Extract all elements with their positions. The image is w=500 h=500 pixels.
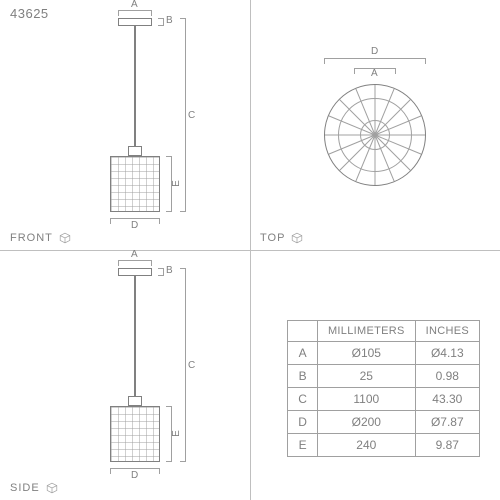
canopy bbox=[118, 18, 152, 26]
shade bbox=[110, 406, 160, 462]
cell-key: D bbox=[288, 411, 318, 434]
th-blank bbox=[288, 321, 318, 342]
cell-mm: 1100 bbox=[317, 388, 415, 411]
view-label-top-text: TOP bbox=[260, 232, 285, 244]
table-row: DØ200Ø7.87 bbox=[288, 411, 480, 434]
dim-b-bracket-s bbox=[158, 268, 164, 276]
lamp-top bbox=[310, 70, 440, 200]
dim-c-label: C bbox=[188, 110, 195, 121]
view-label-top: TOP bbox=[260, 232, 303, 244]
dim-e-label-s: E bbox=[171, 430, 182, 437]
cell-mm: Ø200 bbox=[317, 411, 415, 434]
cell-in: 9.87 bbox=[415, 434, 479, 457]
view-label-front: FRONT bbox=[10, 232, 71, 244]
cell-key: A bbox=[288, 342, 318, 365]
cell-in: Ø7.87 bbox=[415, 411, 479, 434]
dimensions-panel: MILLIMETERS INCHES AØ105Ø4.13B250.98C110… bbox=[250, 250, 500, 500]
spoke bbox=[375, 135, 425, 136]
cord bbox=[134, 276, 136, 396]
table-row: C110043.30 bbox=[288, 388, 480, 411]
dim-e-label: E bbox=[171, 180, 182, 187]
th-in: INCHES bbox=[415, 321, 479, 342]
spoke bbox=[375, 135, 411, 171]
top-spokes bbox=[310, 70, 440, 200]
cell-mm: Ø105 bbox=[317, 342, 415, 365]
lamp-front bbox=[100, 18, 170, 218]
spoke bbox=[339, 99, 375, 135]
lamp-side bbox=[100, 268, 170, 468]
view-label-side-text: SIDE bbox=[10, 482, 40, 494]
spoke bbox=[375, 99, 411, 135]
shade bbox=[110, 156, 160, 212]
dim-b-label-s: B bbox=[166, 265, 173, 276]
socket bbox=[128, 396, 142, 406]
view-side: A B C E D SIDE bbox=[0, 250, 250, 500]
cell-mm: 240 bbox=[317, 434, 415, 457]
table-header-row: MILLIMETERS INCHES bbox=[288, 321, 480, 342]
spoke bbox=[339, 135, 375, 171]
dim-d-label-s: D bbox=[131, 470, 138, 481]
th-mm: MILLIMETERS bbox=[317, 321, 415, 342]
view-label-side: SIDE bbox=[10, 482, 58, 494]
page: 43625 A B C E D FRONT bbox=[0, 0, 500, 500]
spoke bbox=[325, 135, 375, 136]
dim-b-label: B bbox=[166, 15, 173, 26]
table-row: AØ105Ø4.13 bbox=[288, 342, 480, 365]
cell-key: B bbox=[288, 365, 318, 388]
dim-d-top-bracket bbox=[324, 58, 426, 64]
cord bbox=[134, 26, 136, 146]
cell-in: Ø4.13 bbox=[415, 342, 479, 365]
cube-icon bbox=[46, 482, 58, 494]
dim-a-bracket-s bbox=[118, 260, 152, 266]
cell-key: C bbox=[288, 388, 318, 411]
dim-a-bracket bbox=[118, 10, 152, 16]
dim-d-top-label: D bbox=[371, 46, 378, 57]
dim-a-top-label: A bbox=[371, 68, 378, 79]
dim-c-label-s: C bbox=[188, 360, 195, 371]
spoke bbox=[375, 85, 376, 135]
dim-a-label: A bbox=[131, 0, 138, 10]
view-label-front-text: FRONT bbox=[10, 232, 53, 244]
spoke bbox=[375, 135, 376, 185]
cell-in: 0.98 bbox=[415, 365, 479, 388]
cell-mm: 25 bbox=[317, 365, 415, 388]
socket bbox=[128, 146, 142, 156]
cube-icon bbox=[291, 232, 303, 244]
dim-a-label-s: A bbox=[131, 249, 138, 260]
cell-key: E bbox=[288, 434, 318, 457]
cube-icon bbox=[59, 232, 71, 244]
cell-in: 43.30 bbox=[415, 388, 479, 411]
dim-d-label: D bbox=[131, 220, 138, 231]
dim-b-bracket bbox=[158, 18, 164, 26]
view-front: A B C E D FRONT bbox=[0, 0, 250, 250]
view-top: D A TOP bbox=[250, 0, 500, 250]
canopy bbox=[118, 268, 152, 276]
table-row: E2409.87 bbox=[288, 434, 480, 457]
dimensions-table: MILLIMETERS INCHES AØ105Ø4.13B250.98C110… bbox=[287, 320, 480, 457]
table-row: B250.98 bbox=[288, 365, 480, 388]
